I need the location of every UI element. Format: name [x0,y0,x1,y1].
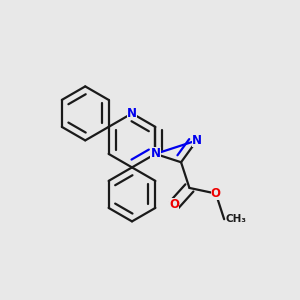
Text: N: N [127,107,137,120]
Text: N: N [150,147,161,161]
Text: O: O [169,199,179,212]
Text: O: O [211,187,221,200]
Text: CH₃: CH₃ [226,214,247,224]
Text: N: N [192,134,202,147]
